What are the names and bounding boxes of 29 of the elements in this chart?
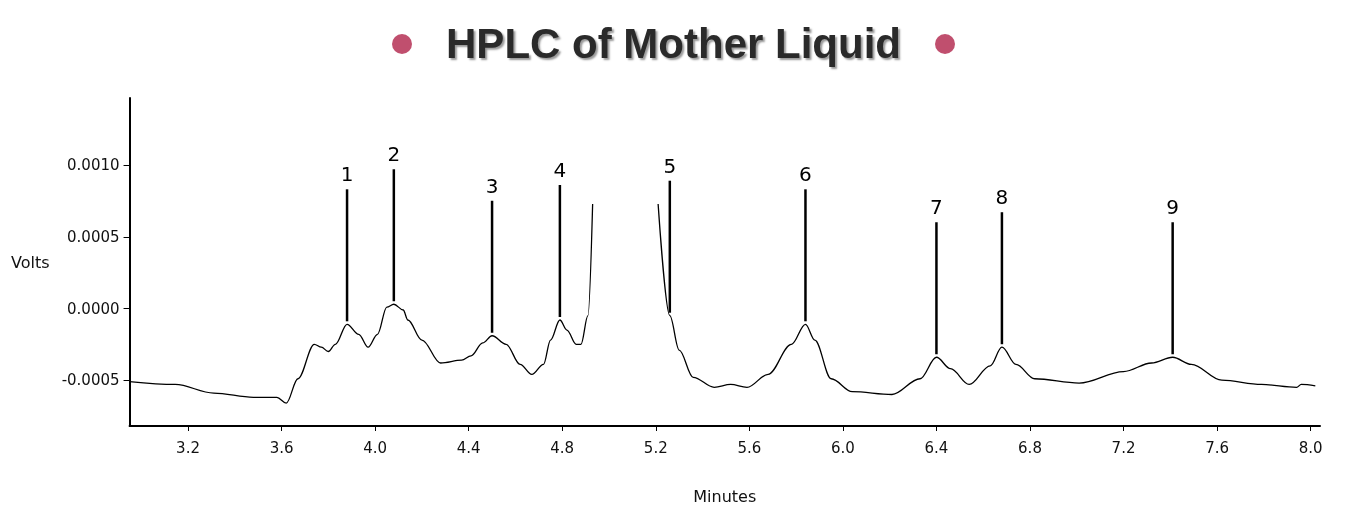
annotation: 5 <box>663 153 677 178</box>
y-tick-label: -0.0005 <box>61 371 120 390</box>
annotation: 8 <box>995 185 1009 210</box>
annotation: 3 <box>485 173 499 198</box>
annotation: 4 <box>553 158 567 183</box>
x-tick-label: 5.2 <box>643 438 668 457</box>
y-tick-label: 0.0010 <box>67 156 120 175</box>
x-tick-label: 8.0 <box>1298 438 1323 457</box>
annotation: 7 <box>930 195 943 220</box>
y-tick-label: 0.0000 <box>67 299 120 318</box>
x-tick-label: 7.2 <box>1111 438 1136 457</box>
x-axis-title: Minutes <box>693 486 757 506</box>
annotation: 2 <box>387 142 401 167</box>
x-tick-label: 7.6 <box>1205 438 1230 457</box>
annotation: 1 <box>340 162 354 187</box>
annotation: 9 <box>1166 195 1180 220</box>
chart-title: HPLC of Mother Liquid <box>446 20 901 68</box>
x-tick-label: 4.4 <box>456 438 481 457</box>
x-tick-label: 4.0 <box>363 438 388 457</box>
x-tick-label: 6.0 <box>830 438 855 457</box>
y-tick-label: 0.0005 <box>67 227 120 246</box>
x-tick-label: 6.8 <box>1018 438 1042 457</box>
x-tick-label: 6.4 <box>924 438 949 457</box>
y-axis-title: Volts <box>11 252 50 272</box>
x-tick-label: 4.8 <box>550 438 575 457</box>
x-tick-label: 3.6 <box>269 438 294 457</box>
x-tick-label: 3.2 <box>176 438 200 457</box>
annotation: 6 <box>799 162 812 187</box>
x-tick-label: 5.6 <box>737 438 762 457</box>
